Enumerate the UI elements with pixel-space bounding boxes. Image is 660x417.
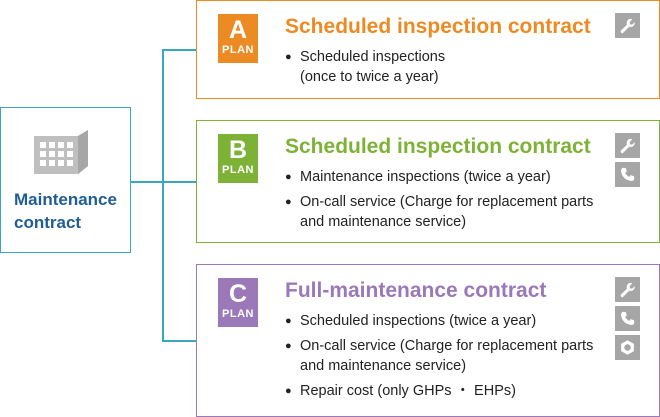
plan-item: On-call service (Charge for replacement … bbox=[285, 336, 605, 376]
plan-title: Scheduled inspection contract bbox=[285, 135, 591, 158]
connector-plan-b bbox=[162, 181, 196, 183]
phone-icon bbox=[615, 162, 640, 187]
phone-icon bbox=[615, 306, 640, 331]
plan-b-card: B PLAN Scheduled inspection contract Mai… bbox=[196, 120, 660, 243]
plan-c-card: C PLAN Full-maintenance contract Schedul… bbox=[196, 264, 660, 417]
plan-item: Scheduled inspections bbox=[285, 47, 605, 67]
connector-trunk bbox=[131, 181, 163, 183]
plan-item-continuation: (once to twice a year) bbox=[300, 69, 439, 85]
plan-title: Scheduled inspection contract bbox=[285, 15, 591, 38]
badge-letter: A bbox=[228, 16, 248, 44]
badge-sub: PLAN bbox=[222, 44, 254, 56]
plan-title: Full-maintenance contract bbox=[285, 279, 547, 302]
badge-sub: PLAN bbox=[222, 164, 254, 176]
root-label-line1: Maintenance bbox=[14, 190, 117, 209]
maintenance-contract-node: Maintenance contract bbox=[0, 107, 131, 253]
building-icon bbox=[34, 130, 88, 174]
nut-icon bbox=[615, 335, 640, 360]
connector-plan-a bbox=[162, 49, 196, 51]
badge-letter: C bbox=[228, 280, 248, 308]
connector-vertical bbox=[162, 49, 164, 341]
plan-a-card: A PLAN Scheduled inspection contract Sch… bbox=[196, 0, 660, 99]
plan-item-list: Scheduled inspections (once to twice a y… bbox=[285, 47, 605, 87]
plan-c-badge: C PLAN bbox=[218, 278, 258, 327]
plan-item: On-call service (Charge for replacement … bbox=[285, 192, 605, 232]
root-label-line2: contract bbox=[14, 213, 82, 232]
plan-a-badge: A PLAN bbox=[218, 14, 258, 63]
badge-letter: B bbox=[228, 136, 248, 164]
wrench-icon bbox=[615, 277, 640, 302]
plan-b-badge: B PLAN bbox=[218, 134, 258, 183]
plan-item-list: Scheduled inspections (twice a year) On-… bbox=[285, 311, 605, 406]
plan-item: Repair cost (only GHPs ・ EHPs) bbox=[285, 381, 605, 401]
connector-plan-c bbox=[162, 340, 196, 342]
plan-item: Scheduled inspections (twice a year) bbox=[285, 311, 605, 331]
plan-item-list: Maintenance inspections (twice a year) O… bbox=[285, 167, 605, 237]
wrench-icon bbox=[615, 13, 640, 38]
badge-sub: PLAN bbox=[222, 308, 254, 320]
root-label: Maintenance contract bbox=[14, 188, 126, 234]
wrench-icon bbox=[615, 133, 640, 158]
plan-item: Maintenance inspections (twice a year) bbox=[285, 167, 605, 187]
